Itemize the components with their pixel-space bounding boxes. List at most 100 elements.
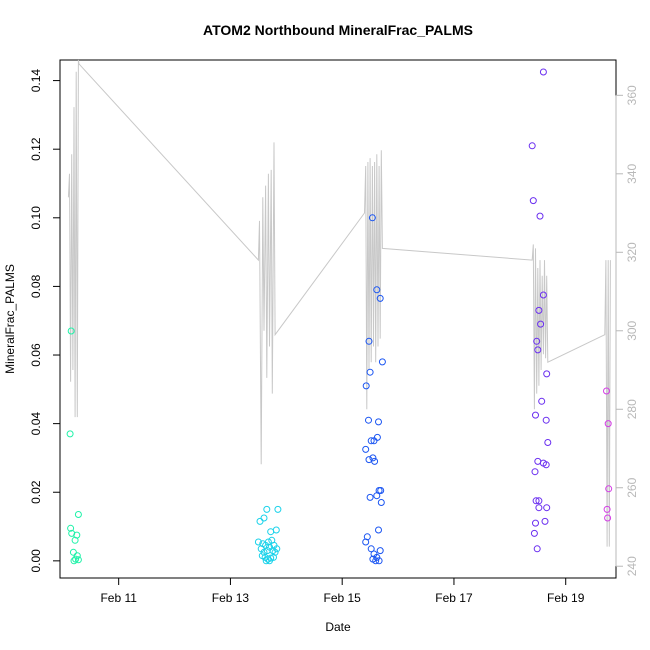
data-point (529, 197, 537, 205)
data-point (539, 291, 547, 299)
altitude-line (67, 59, 611, 547)
data-point (274, 505, 282, 513)
data-point (74, 511, 82, 518)
data-point (366, 368, 374, 376)
data-point (367, 437, 375, 445)
data-point (543, 504, 551, 512)
data-point (535, 306, 543, 314)
plot-area-border (59, 59, 617, 579)
data-point (368, 214, 376, 222)
data-point (263, 505, 271, 513)
data-point (535, 497, 543, 505)
data-point (539, 68, 547, 76)
y2-tick-label: 360 (625, 85, 639, 105)
data-point (254, 538, 262, 546)
data-point (72, 555, 80, 563)
x-tick-label: Feb 11 (100, 591, 137, 605)
data-point (260, 548, 268, 556)
data-point (371, 457, 379, 465)
data-point (536, 212, 544, 220)
chart-title: ATOM2 Northbound MineralFrac_PALMS (203, 22, 473, 38)
y-tick-label: 0.08 (29, 274, 43, 298)
data-point (260, 514, 268, 522)
y2-tick-label: 280 (625, 399, 639, 419)
data-point (604, 514, 612, 522)
x-tick-label: Feb 19 (547, 591, 585, 605)
data-point (365, 456, 373, 464)
data-point (273, 545, 281, 553)
data-point (362, 538, 370, 546)
y-tick-label: 0.04 (29, 412, 43, 436)
data-point (256, 517, 264, 525)
y2-tick-label: 340 (625, 163, 639, 183)
data-point (542, 461, 550, 469)
data-point (373, 492, 381, 500)
data-point (375, 557, 383, 565)
data-point (367, 545, 375, 553)
data-point (377, 487, 385, 494)
x-tick-label: Feb 15 (324, 591, 362, 605)
data-point (362, 382, 370, 390)
data-point (531, 468, 539, 476)
data-point (369, 454, 377, 462)
data-point (603, 505, 611, 513)
data-point (70, 557, 78, 565)
data-point (538, 397, 546, 405)
data-point (534, 346, 542, 354)
y-tick-label: 0.10 (29, 206, 43, 230)
data-point (532, 411, 539, 419)
data-point (373, 286, 381, 294)
data-point (66, 430, 74, 438)
data-point (272, 526, 280, 534)
data-point (528, 142, 536, 150)
data-point (533, 337, 541, 345)
y-tick-label: 0.14 (29, 69, 43, 93)
data-point (269, 547, 277, 555)
data-points-layer (66, 68, 613, 565)
x-tick-label: Feb 17 (435, 591, 473, 605)
data-point (534, 457, 542, 465)
data-point (376, 294, 384, 302)
data-point (375, 418, 382, 426)
data-point (530, 529, 538, 537)
data-point (366, 493, 374, 501)
data-point (376, 547, 384, 555)
data-point (605, 485, 613, 493)
data-point (533, 545, 541, 553)
data-point (270, 553, 277, 561)
data-point (69, 548, 77, 556)
y2-tick-label: 320 (625, 242, 639, 262)
y-axis-left: 0.00 0.02 0.04 0.06 0.08 0.10 0.12 0.14 (29, 69, 61, 573)
data-point (537, 320, 545, 328)
data-point (604, 420, 612, 428)
y-tick-label: 0.02 (29, 480, 43, 504)
data-point (542, 416, 550, 424)
data-point (262, 557, 270, 565)
y-tick-label: 0.00 (29, 549, 43, 573)
data-point (544, 439, 552, 446)
data-point (73, 552, 81, 560)
data-point (67, 327, 75, 335)
data-point (375, 526, 382, 534)
data-point (264, 538, 272, 546)
data-point (603, 387, 610, 395)
data-point (532, 497, 540, 505)
data-point (543, 370, 551, 378)
y-axis-right: 240 260 280 300 320 340 360 (615, 85, 639, 576)
data-point (266, 557, 273, 565)
data-point (365, 337, 373, 345)
data-point (365, 416, 372, 424)
data-point (74, 556, 82, 564)
data-point (378, 358, 386, 366)
data-point (541, 517, 549, 525)
y2-tick-label: 240 (625, 556, 639, 576)
y-tick-label: 0.06 (29, 343, 43, 367)
x-axis-label: Date (325, 620, 351, 634)
data-point (67, 524, 75, 532)
x-axis: Feb 11 Feb 13 Feb 15 Feb 17 Feb 19 (100, 577, 585, 605)
data-point (377, 499, 385, 506)
data-point (71, 536, 79, 544)
x-tick-label: Feb 13 (212, 591, 250, 605)
y2-tick-label: 260 (625, 477, 639, 497)
